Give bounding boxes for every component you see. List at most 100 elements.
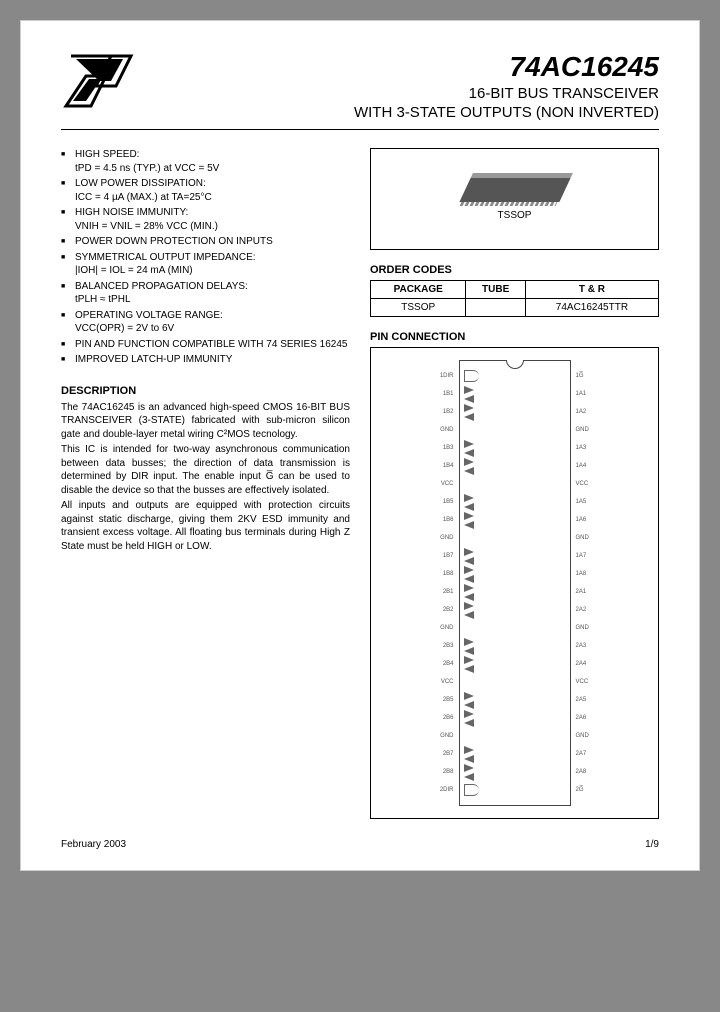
features-list: HIGH SPEED:tPD = 4.5 ns (TYP.) at VCC = … [61, 148, 350, 367]
pin-row: 2B72A7 [460, 745, 570, 763]
pin-label-right: 2A2 [576, 607, 604, 613]
footer-date: February 2003 [61, 839, 126, 850]
description-heading: DESCRIPTION [61, 385, 350, 397]
col-tr: T & R [525, 281, 658, 299]
pin-label-left: 1B5 [426, 499, 454, 505]
pin-label-right: 1A6 [576, 517, 604, 523]
pin-label-right: 2A6 [576, 715, 604, 721]
pin-row: 1B51A5 [460, 493, 570, 511]
cell-package: TSSOP [371, 299, 466, 317]
pin-row: 2B82A8 [460, 763, 570, 781]
pin-label-right: GND [576, 535, 604, 541]
pin-label-right: 1A8 [576, 571, 604, 577]
pin-label-left: 2B2 [426, 607, 454, 613]
pin-row: 1DIR1G̅ [460, 367, 570, 385]
pin-label-right: VCC [576, 481, 604, 487]
package-box: TSSOP [370, 148, 659, 250]
pin-label-right: GND [576, 625, 604, 631]
buffer-pair-icon [464, 692, 474, 709]
feature-item: PIN AND FUNCTION COMPATIBLE WITH 74 SERI… [61, 338, 350, 352]
gate-icon [464, 370, 479, 382]
pin-label-left: 2B3 [426, 643, 454, 649]
pin-label-left: 2B1 [426, 589, 454, 595]
pin-row: 1B71A7 [460, 547, 570, 565]
package-label: TSSOP [498, 210, 532, 221]
pin-label-left: 1B4 [426, 463, 454, 469]
order-codes-table: PACKAGE TUBE T & R TSSOP 74AC16245TTR [370, 280, 659, 317]
buffer-pair-icon [464, 710, 474, 727]
chip-icon [459, 178, 570, 202]
pin-label-right: VCC [576, 679, 604, 685]
pin-row: 2B12A1 [460, 583, 570, 601]
pin-label-right: 2A8 [576, 769, 604, 775]
pin-label-left: 1B1 [426, 391, 454, 397]
gate-icon [464, 784, 479, 796]
feature-item: LOW POWER DISSIPATION:ICC = 4 µA (MAX.) … [61, 177, 350, 204]
pin-label-right: 1A7 [576, 553, 604, 559]
feature-item: OPERATING VOLTAGE RANGE:VCC(OPR) = 2V to… [61, 309, 350, 336]
pin-label-right: 1A5 [576, 499, 604, 505]
part-number: 74AC16245 [354, 51, 659, 83]
pin-row: GNDGND [460, 421, 570, 439]
title-block: 74AC16245 16-BIT BUS TRANSCEIVER WITH 3-… [354, 51, 659, 121]
left-column: HIGH SPEED:tPD = 4.5 ns (TYP.) at VCC = … [61, 148, 350, 819]
feature-item: HIGH SPEED:tPD = 4.5 ns (TYP.) at VCC = … [61, 148, 350, 175]
pin-label-right: GND [576, 733, 604, 739]
pin-row: GNDGND [460, 529, 570, 547]
pin-label-right: 2A4 [576, 661, 604, 667]
pin-label-left: 2DIR [426, 787, 454, 793]
pin-label-right: 2A1 [576, 589, 604, 595]
pin-label-left: 1B8 [426, 571, 454, 577]
col-package: PACKAGE [371, 281, 466, 299]
header: 74AC16245 16-BIT BUS TRANSCEIVER WITH 3-… [61, 51, 659, 121]
pin-label-right: 2A3 [576, 643, 604, 649]
feature-item: IMPROVED LATCH-UP IMMUNITY [61, 353, 350, 367]
pin-row: GNDGND [460, 619, 570, 637]
feature-item: POWER DOWN PROTECTION ON INPUTS [61, 235, 350, 249]
footer: February 2003 1/9 [61, 839, 659, 850]
buffer-pair-icon [464, 764, 474, 781]
desc-p3: All inputs and outputs are equipped with… [61, 499, 350, 553]
pin-row: 1B11A1 [460, 385, 570, 403]
pin-label-right: 2A5 [576, 697, 604, 703]
pin-label-left: GND [426, 625, 454, 631]
pin-label-left: 1B2 [426, 409, 454, 415]
title-line2: WITH 3-STATE OUTPUTS (NON INVERTED) [354, 104, 659, 121]
buffer-pair-icon [464, 386, 474, 403]
pin-label-right: 1A4 [576, 463, 604, 469]
pin-row: 1B61A6 [460, 511, 570, 529]
order-codes-heading: ORDER CODES [370, 264, 659, 276]
pin-label-left: 1B6 [426, 517, 454, 523]
pin-row: 2DIR2G̅ [460, 781, 570, 799]
pin-label-right: 1A1 [576, 391, 604, 397]
pin-label-right: GND [576, 427, 604, 433]
desc-p2: This IC is intended for two-way asynchro… [61, 443, 350, 497]
desc-p1: The 74AC16245 is an advanced high-speed … [61, 401, 350, 442]
pin-label-left: 2B7 [426, 751, 454, 757]
pin-label-left: 2B8 [426, 769, 454, 775]
pin-label-right: 2A7 [576, 751, 604, 757]
table-header-row: PACKAGE TUBE T & R [371, 281, 659, 299]
pin-label-left: 2B5 [426, 697, 454, 703]
pin-label-right: 1A2 [576, 409, 604, 415]
pin-row: 2B22A2 [460, 601, 570, 619]
datasheet-page: 74AC16245 16-BIT BUS TRANSCEIVER WITH 3-… [20, 20, 700, 871]
pin-row: VCCVCC [460, 475, 570, 493]
pin-row: 1B31A3 [460, 439, 570, 457]
footer-page: 1/9 [645, 839, 659, 850]
buffer-pair-icon [464, 584, 474, 601]
title-line1: 16-BIT BUS TRANSCEIVER [354, 85, 659, 102]
pin-row: GNDGND [460, 727, 570, 745]
pin-row: 2B32A3 [460, 637, 570, 655]
feature-item: BALANCED PROPAGATION DELAYS:tPLH ≈ tPHL [61, 280, 350, 307]
feature-item: HIGH NOISE IMMUNITY:VNIH = VNIL = 28% VC… [61, 206, 350, 233]
content-columns: HIGH SPEED:tPD = 4.5 ns (TYP.) at VCC = … [61, 148, 659, 819]
header-rule [61, 129, 659, 130]
pin-label-left: 1B7 [426, 553, 454, 559]
pin-row: 2B62A6 [460, 709, 570, 727]
pin-row: 2B52A5 [460, 691, 570, 709]
pin-label-left: GND [426, 427, 454, 433]
pin-connection-heading: PIN CONNECTION [370, 331, 659, 343]
pin-row: 2B42A4 [460, 655, 570, 673]
pin-label-left: GND [426, 733, 454, 739]
